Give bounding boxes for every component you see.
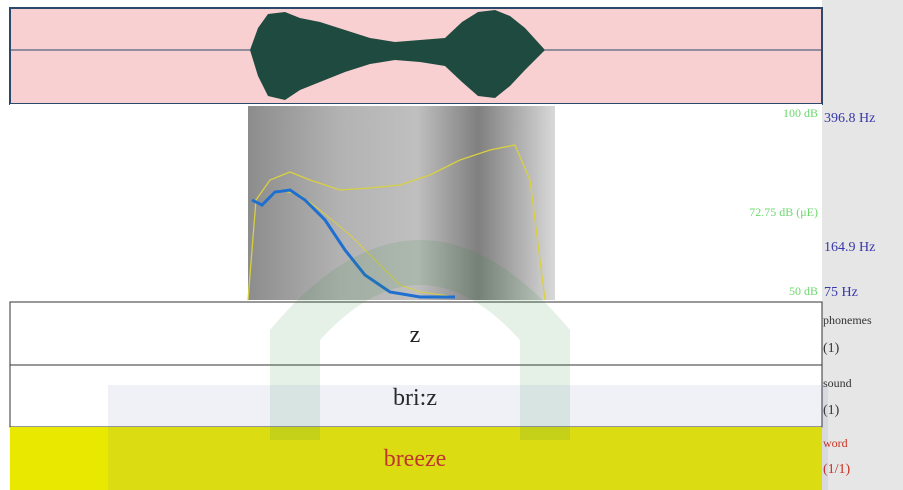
intensity-cursor: 72.75 dB (μE) [749, 205, 818, 219]
pitch-cursor: 164.9 Hz [824, 240, 875, 255]
intensity-min: 50 dB [789, 284, 818, 298]
tier-count: (1) [823, 341, 840, 356]
tier-name: phonemes [823, 313, 872, 327]
pitch-min: 75 Hz [824, 285, 858, 300]
editor-window: 100 dB 396.8 Hz 72.75 dB (μE) 164.9 Hz 5… [0, 0, 903, 490]
pitch-max: 396.8 Hz [824, 111, 875, 126]
watermark [108, 385, 828, 490]
intensity-max: 100 dB [783, 106, 818, 120]
tier-label: z [410, 322, 421, 348]
